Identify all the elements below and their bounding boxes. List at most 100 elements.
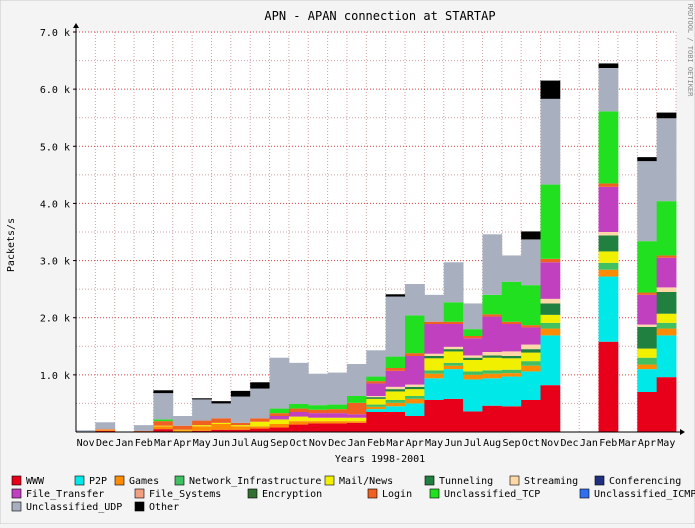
x-tick-label: Oct [522,438,540,449]
bar-segment-www [656,377,677,432]
bar-segment-unclassified-udp [153,393,174,420]
bar-segment-login [269,413,290,416]
bar-segment-tunneling [598,235,619,252]
bar-segment-streaming [366,396,387,398]
legend-label: WWW [26,476,45,487]
bar-segment-login [250,418,270,422]
legend-label: Other [149,502,179,513]
bar-segment-unclassified-tcp [443,302,464,322]
bar-segment-file-transfer [424,324,445,354]
legend-swatch [247,488,258,499]
bar-segment-unclassified-udp [308,373,329,406]
bar-segment-network-infrastructure [443,362,464,366]
bar-segment-streaming [521,344,541,350]
x-tick-label: Feb [599,438,617,449]
bar-segment-network-infrastructure [540,322,561,329]
bar-segment-www [385,412,406,432]
bar-segment-www [250,428,270,432]
legend-swatch [324,475,335,486]
bar-segment-login [308,409,329,414]
bar-segment-tunneling [637,326,658,349]
bar-segment-file-transfer [463,338,483,356]
watermark: RRDTOOL / TOBI OETIKER [686,4,694,98]
bar-segment-other [250,382,270,389]
bar-segment-file-transfer [501,324,522,352]
bar-segment-unclassified-tcp [540,184,561,259]
bar-segment-www [482,405,503,432]
y-tick-label: 1.0 k [40,371,70,382]
bar-segment-mail-news [598,251,619,263]
y-tick-label: 5.0 k [40,142,70,153]
bar-segment-tunneling [482,355,503,358]
bar-segment-login [327,409,348,414]
bar-segment-unclassified-udp [424,294,445,322]
bar-segment-p2p [424,378,445,400]
bar-segment-tunneling [540,303,561,315]
legend-swatch [74,475,85,486]
bar-segment-network-infrastructure [463,371,483,375]
bar-segment-login [598,183,619,187]
legend: WWW P2P Games Network_Infrastructure Mail/Ne… [11,475,695,513]
bar-segment-network-infrastructure [501,369,522,374]
bar-segment-games [443,365,464,370]
bar-segment-www [463,411,483,432]
bar-segment-mail-news [288,416,309,422]
x-tick-label: Dec [561,438,579,449]
bar-segment-file-transfer [443,324,464,347]
legend-label: Streaming [524,476,578,487]
bar-segment-unclassified-udp [192,399,212,421]
bar-segment-network-infrastructure [521,361,541,366]
legend-swatch [11,501,22,512]
bar-segment-www [95,430,116,432]
bar-segment-unclassified-tcp [598,111,619,184]
bar-segment-login [134,430,154,432]
bar-segment-mail-news [443,351,464,363]
bar-segment-unclassified-udp [134,425,154,431]
bar-segment-unclassified-tcp [463,329,483,336]
bar-segment-mail-news [482,357,503,371]
legend-label: Unclassified_ICMP [594,489,695,500]
bar-segment-unclassified-udp [598,68,619,112]
bar-segment-file-transfer [346,414,367,418]
x-axis-arrow [680,429,685,435]
bar-segment-unclassified-tcp [501,281,522,322]
x-tick-label: Jun [212,438,230,449]
bar-segment-tunneling [443,349,464,352]
bar-segment-mail-news [211,422,232,424]
bar-segment-games [308,421,329,424]
bar-segment-streaming [482,352,503,356]
bar-segment-games [463,374,483,380]
bar-segment-network-infrastructure [366,404,387,407]
bar-segment-unclassified-udp [327,372,348,405]
bar-segment-games [288,421,309,425]
bar-segment-unclassified-tcp [482,294,503,315]
bar-segment-www [637,392,658,432]
bar-segment-login [211,418,232,423]
x-tick-label: Apr [173,438,191,449]
bar-segment-unclassified-tcp [308,405,329,410]
bar-segment-other [598,63,619,68]
bar-segment-network-infrastructure [637,357,658,365]
bar-segment-mail-news [230,425,251,427]
bar-segment-login [637,292,658,295]
x-tick-label: Nov [77,438,95,449]
bar-segment-tunneling [656,292,677,314]
bar-segment-unclassified-udp [463,303,483,330]
bar-segment-www [308,423,329,432]
bar-segment-file-transfer [637,294,658,325]
x-tick-label: Jun [444,438,462,449]
legend-label: Conferencing [609,476,681,487]
bar-segment-file-transfer [288,412,309,417]
bar-segment-www [366,412,387,432]
bar-segment-other [230,390,251,397]
bar-segment-mail-news [463,360,483,372]
bar-segment-mail-news [366,398,387,405]
bar-segment-unclassified-tcp [405,315,425,354]
legend-swatch [134,488,145,499]
chart-title: APN - APAN connection at STARTAP [264,9,495,23]
bar-segment-p2p [405,403,425,416]
bar-segment-file-transfer [482,316,503,352]
bar-segment-games [211,424,232,430]
bar-segment-network-infrastructure [482,370,503,374]
